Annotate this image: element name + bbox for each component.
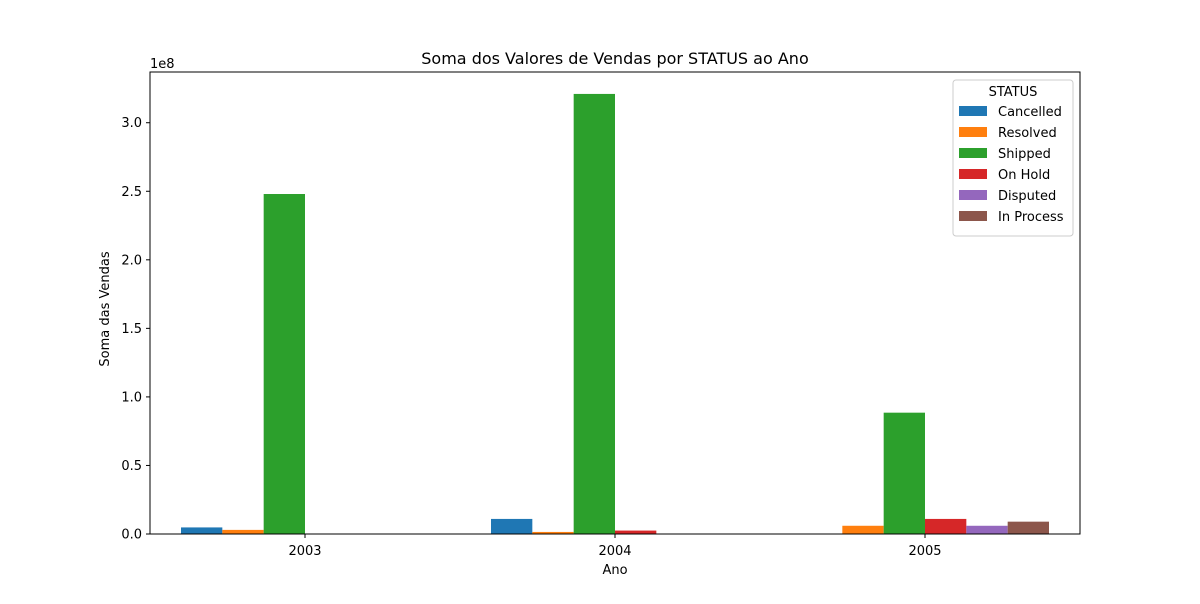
legend-swatch-on-hold [959,169,987,179]
legend-swatch-in-process [959,211,987,221]
y-tick-label: 0.5 [121,459,142,474]
legend-label: Disputed [998,189,1056,204]
bar-in-process-2005 [1007,521,1049,534]
y-tick-label: 3.0 [121,116,142,131]
bar-shipped-2005 [883,412,925,534]
bar-disputed-2005 [966,525,1008,534]
y-axis-label: Soma das Vendas [98,251,113,366]
legend-swatch-cancelled [959,106,987,116]
legend: STATUS Cancelled Resolved Shipped On Hold Dis… [952,79,1074,237]
bar-shipped-2003 [263,194,305,534]
axes-layer: 0.0 0.5 1.0 1.5 2.0 2.5 3.0 2003 2004 2005 [121,71,1081,559]
bar-on-hold-2004 [615,530,657,534]
y-axis-offset-label: 1e8 [150,57,175,72]
y-tick-label: 1.5 [121,322,142,337]
bar-shipped-2004 [573,93,615,535]
legend-label: Resolved [998,126,1057,141]
chart-title: Soma dos Valores de Vendas por STATUS ao… [421,49,808,68]
bar-cancelled-2004 [491,518,533,534]
legend-label: Shipped [998,147,1051,162]
legend-title: STATUS [989,85,1038,100]
y-tick-label: 0.0 [121,528,142,543]
x-axis-label: Ano [602,563,627,578]
legend-label: Cancelled [998,105,1062,120]
legend-swatch-shipped [959,148,987,158]
legend-swatch-resolved [959,127,987,137]
x-tick-label: 2003 [288,544,321,559]
legend-label: On Hold [998,168,1050,183]
bar-resolved-2003 [222,529,264,534]
bar-resolved-2004 [532,531,574,534]
y-tick-label: 2.0 [121,253,142,268]
bar-on-hold-2005 [925,518,967,534]
bars-layer [181,93,1049,535]
bar-resolved-2005 [842,525,884,534]
legend-label: In Process [998,210,1064,225]
x-tick-label: 2005 [908,544,941,559]
bar-cancelled-2003 [181,527,223,534]
y-tick-label: 2.5 [121,185,142,200]
y-tick-label: 1.0 [121,390,142,405]
legend-swatch-disputed [959,190,987,200]
x-tick-label: 2004 [598,544,631,559]
